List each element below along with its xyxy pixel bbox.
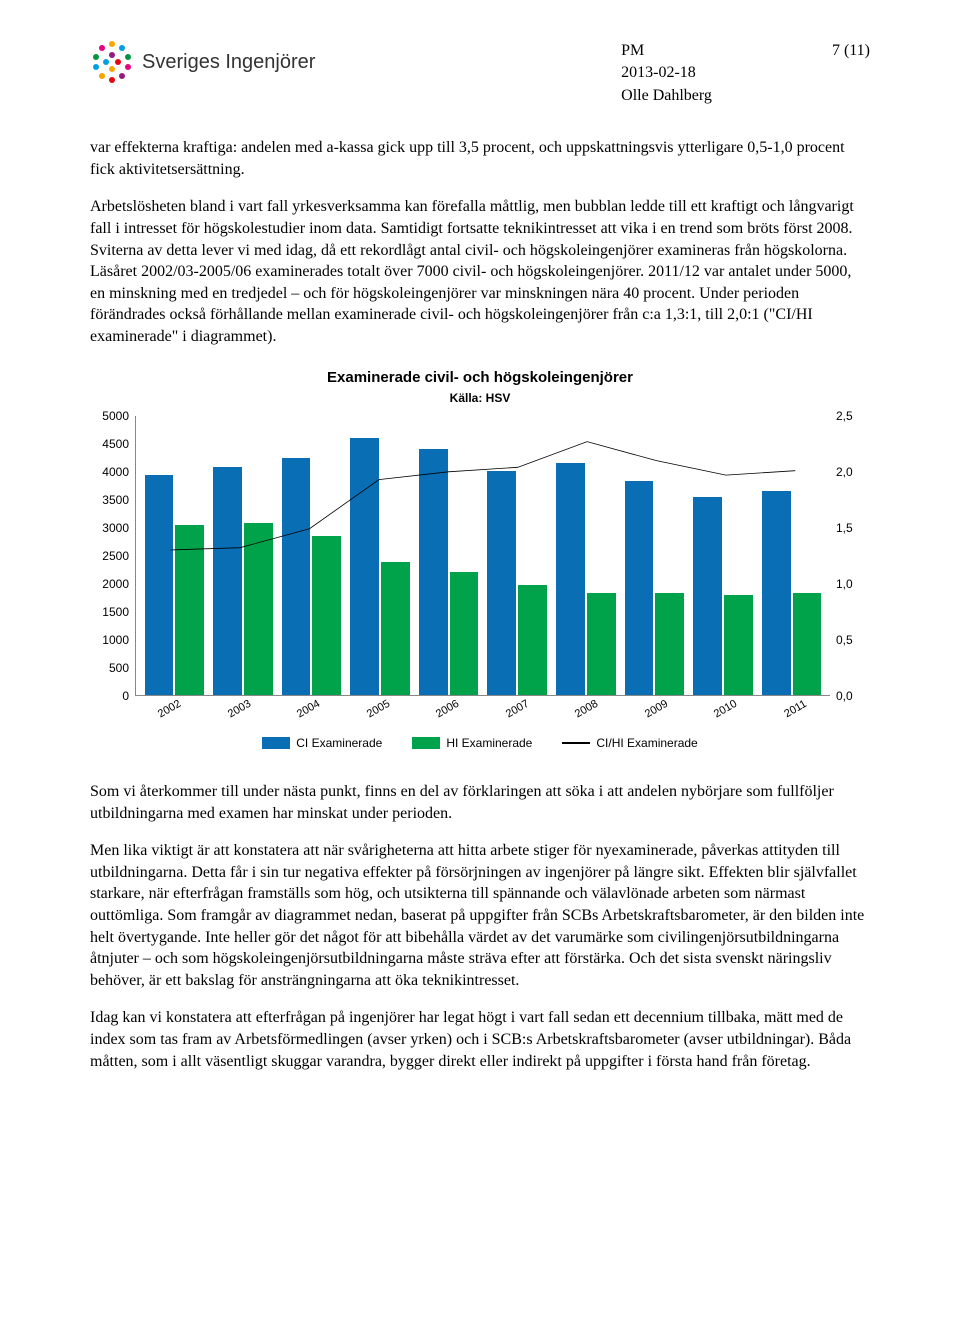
legend-swatch-icon bbox=[412, 737, 440, 749]
bar-ci bbox=[213, 467, 242, 695]
bar-group bbox=[552, 416, 621, 695]
body-text: Som vi återkommer till under nästa punkt… bbox=[90, 781, 870, 1072]
bar-ci bbox=[556, 463, 585, 695]
bar-ci bbox=[145, 475, 174, 695]
bar-hi bbox=[655, 593, 684, 695]
paragraph: Idag kan vi konstatera att efterfrågan p… bbox=[90, 1007, 870, 1072]
legend-label: CI/HI Examinerade bbox=[596, 735, 697, 751]
bar-hi bbox=[587, 593, 616, 695]
bar-hi bbox=[518, 585, 547, 695]
page-number: 7 (11) bbox=[832, 40, 870, 62]
chart-container: Examinerade civil- och högskoleingenjöre… bbox=[90, 368, 870, 751]
bar-hi bbox=[450, 572, 479, 695]
chart-subtitle: Källa: HSV bbox=[90, 390, 870, 406]
bar-group bbox=[620, 416, 689, 695]
legend-line-icon bbox=[562, 742, 590, 744]
bar-hi bbox=[724, 595, 753, 695]
logo-dots-icon bbox=[90, 40, 134, 84]
legend-label: HI Examinerade bbox=[446, 735, 532, 751]
logo-text: Sveriges Ingenjörer bbox=[142, 49, 315, 76]
paragraph: Arbetslösheten bland i vart fall yrkesve… bbox=[90, 196, 870, 347]
paragraph: Som vi återkommer till under nästa punkt… bbox=[90, 781, 870, 824]
bar-group bbox=[689, 416, 758, 695]
bar-group bbox=[346, 416, 415, 695]
body-text: var effekterna kraftiga: andelen med a-k… bbox=[90, 137, 870, 347]
doc-type: PM bbox=[621, 40, 712, 62]
bar-ci bbox=[350, 438, 379, 695]
legend-item-hi: HI Examinerade bbox=[412, 735, 532, 751]
bar-hi bbox=[244, 523, 273, 695]
bar-ci bbox=[419, 449, 448, 695]
bar-hi bbox=[312, 536, 341, 695]
bar-hi bbox=[381, 562, 410, 695]
chart-plot-area: 0500100015002000250030003500400045005000… bbox=[90, 416, 870, 696]
bar-group bbox=[414, 416, 483, 695]
bar-group bbox=[483, 416, 552, 695]
bar-group bbox=[277, 416, 346, 695]
paragraph: var effekterna kraftiga: andelen med a-k… bbox=[90, 137, 870, 180]
header-meta: PM 2013-02-18 Olle Dahlberg bbox=[621, 40, 712, 107]
doc-author: Olle Dahlberg bbox=[621, 85, 712, 107]
bar-group bbox=[140, 416, 209, 695]
y-axis-right: 0,00,51,01,52,02,5 bbox=[830, 416, 870, 696]
document-header: Sveriges Ingenjörer PM 2013-02-18 Olle D… bbox=[90, 40, 870, 107]
x-axis: 2002200320042005200620072008200920102011 bbox=[135, 696, 830, 717]
legend-label: CI Examinerade bbox=[296, 735, 382, 751]
bars-row bbox=[136, 416, 830, 695]
bar-group bbox=[757, 416, 826, 695]
bar-ci bbox=[282, 458, 311, 695]
paragraph: Men lika viktigt är att konstatera att n… bbox=[90, 840, 870, 991]
bar-ci bbox=[693, 497, 722, 695]
legend-item-ratio: CI/HI Examinerade bbox=[562, 735, 697, 751]
legend-item-ci: CI Examinerade bbox=[262, 735, 382, 751]
y-axis-left: 0500100015002000250030003500400045005000 bbox=[90, 416, 135, 696]
bar-ci bbox=[625, 481, 654, 695]
bar-group bbox=[209, 416, 278, 695]
bar-ci bbox=[762, 491, 791, 695]
bar-hi bbox=[793, 593, 822, 695]
plot-region bbox=[135, 416, 830, 696]
legend-swatch-icon bbox=[262, 737, 290, 749]
doc-date: 2013-02-18 bbox=[621, 62, 712, 84]
bar-hi bbox=[175, 525, 204, 695]
bar-ci bbox=[487, 471, 516, 695]
logo: Sveriges Ingenjörer bbox=[90, 40, 315, 84]
chart-title: Examinerade civil- och högskoleingenjöre… bbox=[90, 368, 870, 388]
chart-legend: CI Examinerade HI Examinerade CI/HI Exam… bbox=[90, 735, 870, 751]
